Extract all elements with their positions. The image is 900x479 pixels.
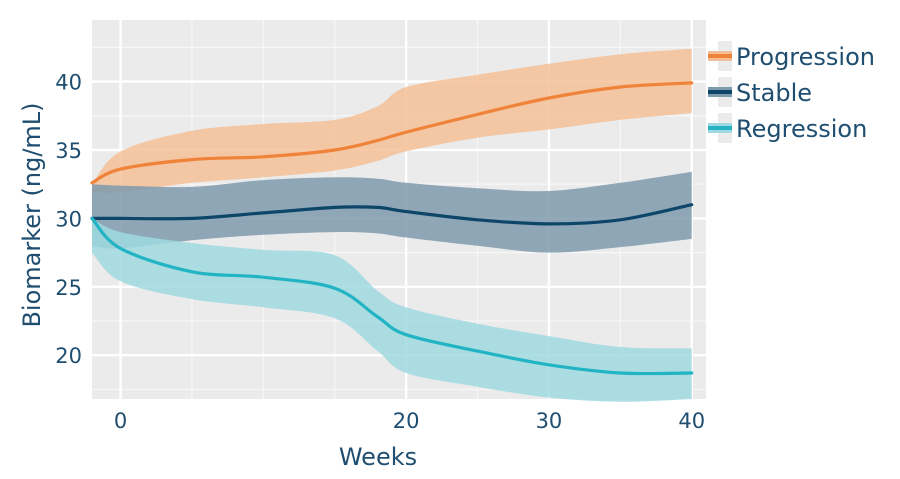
x-tick-label: 30 xyxy=(536,409,563,433)
series-lines xyxy=(90,81,694,376)
y-axis-title: Biomarker (ng/mL) xyxy=(18,102,46,327)
x-tick-label: 0 xyxy=(114,409,127,433)
legend-label-stable: Stable xyxy=(736,79,812,107)
x-axis-title: Weeks xyxy=(339,443,417,471)
y-tick-label: 40 xyxy=(55,71,82,95)
x-tick-labels: 0 20 30 40 xyxy=(114,409,705,433)
y-tick-labels: 20 25 30 35 40 xyxy=(55,71,82,369)
line-stable xyxy=(90,203,694,226)
y-tick-label: 35 xyxy=(55,139,82,163)
band-regression xyxy=(92,218,692,402)
legend-label-regression: Regression xyxy=(736,115,867,143)
x-tick-label: 40 xyxy=(678,409,705,433)
legend: Progression Stable Regression xyxy=(708,41,875,143)
legend-label-progression: Progression xyxy=(736,43,875,71)
line-regression xyxy=(90,216,694,376)
band-stable xyxy=(92,171,692,253)
x-tick-label: 20 xyxy=(393,409,420,433)
line-progression xyxy=(90,81,694,185)
y-tick-label: 20 xyxy=(55,344,82,368)
y-tick-label: 25 xyxy=(55,276,82,300)
y-tick-label: 30 xyxy=(55,207,82,231)
